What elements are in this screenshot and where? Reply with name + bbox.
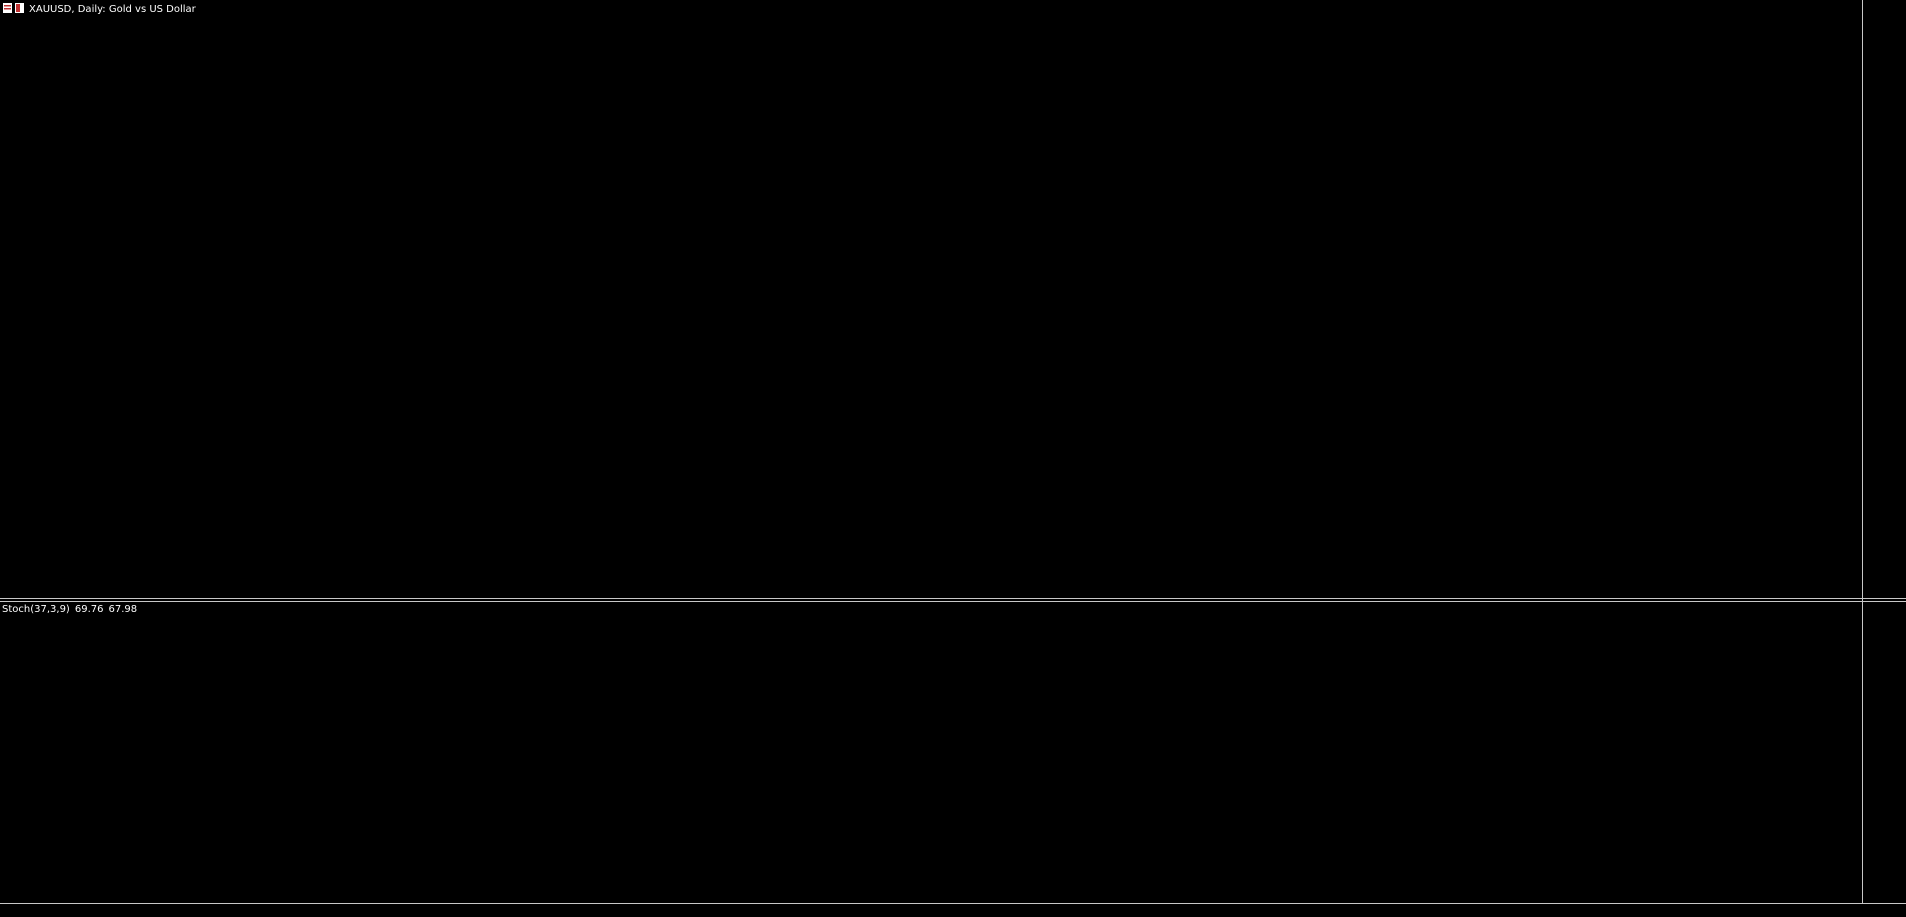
indicator-signal-value: 67.98 bbox=[108, 604, 137, 615]
icon bbox=[4, 8, 11, 10]
symbol-icon bbox=[3, 3, 24, 13]
icon bbox=[4, 5, 11, 7]
indicator-main-value: 69.76 bbox=[75, 604, 104, 615]
icon bbox=[16, 4, 20, 12]
indicator-name: Stoch(37,3,9) bbox=[2, 604, 70, 615]
chart-title: XAUUSD, Daily: Gold vs US Dollar bbox=[29, 4, 197, 15]
indicator-title: Stoch(37,3,9) 69.76 67.98 bbox=[2, 604, 137, 615]
